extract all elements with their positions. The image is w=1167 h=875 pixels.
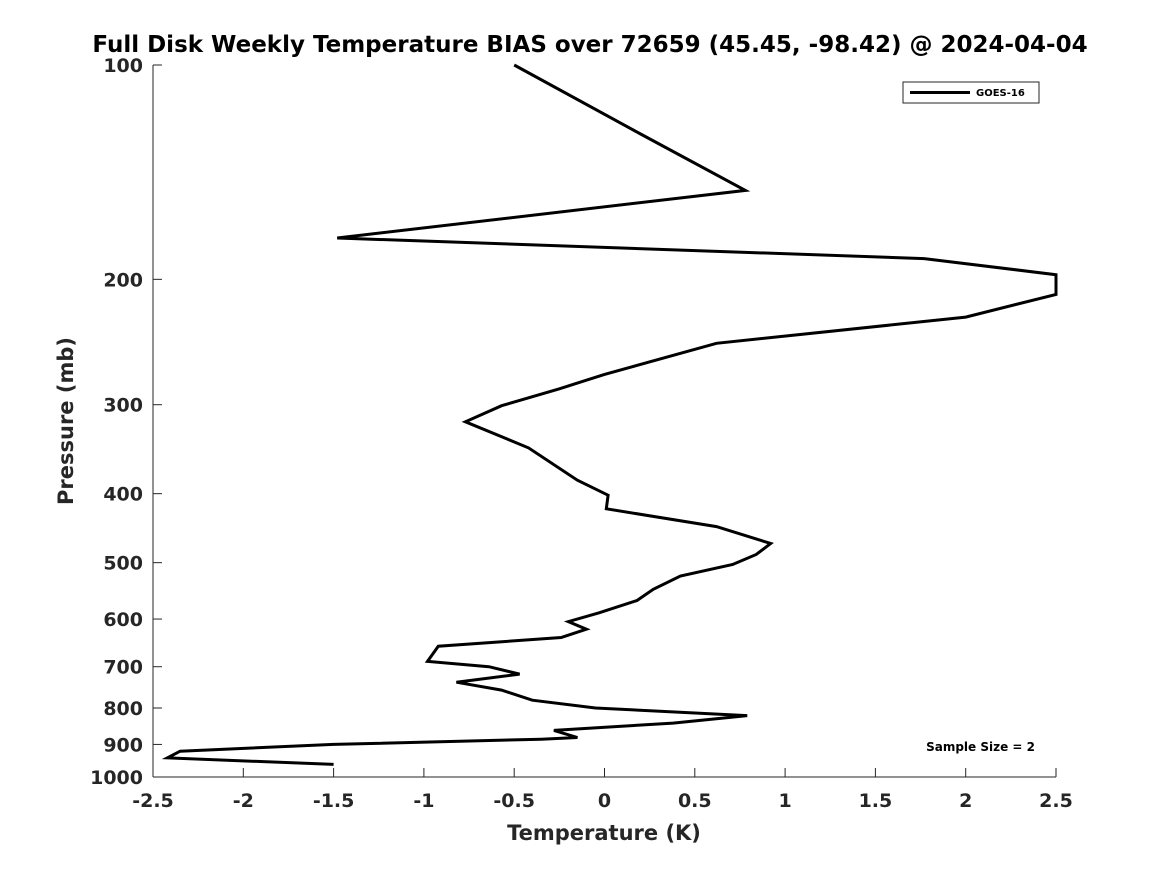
x-tick-label: 0 xyxy=(598,790,611,812)
x-tick-label: -1.5 xyxy=(313,790,355,812)
x-tick-label: -2.5 xyxy=(132,790,174,812)
y-tick-label: 200 xyxy=(103,269,143,291)
axes: -2.5 -2 -1.5 -1 -0.5 0 0.5 1 1.5 2 2.5 100 200 300 400… xyxy=(90,55,1073,812)
y-tick-label: 400 xyxy=(103,484,143,506)
legend-label-goes-16: GOES-16 xyxy=(976,88,1025,99)
y-tick-label: 100 xyxy=(103,55,143,77)
y-tick-label: 600 xyxy=(103,609,143,631)
y-tick-label: 300 xyxy=(103,395,143,417)
legend: GOES-16 xyxy=(902,81,1040,104)
y-tick-label: 700 xyxy=(103,657,143,679)
y-tick-label: 900 xyxy=(103,734,143,756)
y-axis-label: Pressure (mb) xyxy=(54,337,78,505)
x-axis-label: Temperature (K) xyxy=(507,821,701,845)
legend-box xyxy=(902,81,1040,104)
y-tick-label: 500 xyxy=(103,553,143,575)
sample-size-annotation: Sample Size = 2 xyxy=(926,740,1035,754)
series-line-goes-16 xyxy=(161,63,1058,766)
series-layer xyxy=(161,63,1058,766)
x-tick-label: 2.5 xyxy=(1039,790,1073,812)
x-tick-label: 2 xyxy=(959,790,972,812)
plot-area xyxy=(153,65,1056,777)
x-tick-label: 0.5 xyxy=(678,790,712,812)
y-tick-label: 1000 xyxy=(90,767,143,789)
y-tick-label: 800 xyxy=(103,698,143,720)
x-tick-label: 1 xyxy=(778,790,791,812)
x-tick-label: -1 xyxy=(413,790,434,812)
chart-title: Full Disk Weekly Temperature BIAS over 7… xyxy=(92,32,1087,58)
x-tick-label: -2 xyxy=(233,790,254,812)
x-tick-label: -0.5 xyxy=(493,790,535,812)
x-tick-label: 1.5 xyxy=(859,790,893,812)
